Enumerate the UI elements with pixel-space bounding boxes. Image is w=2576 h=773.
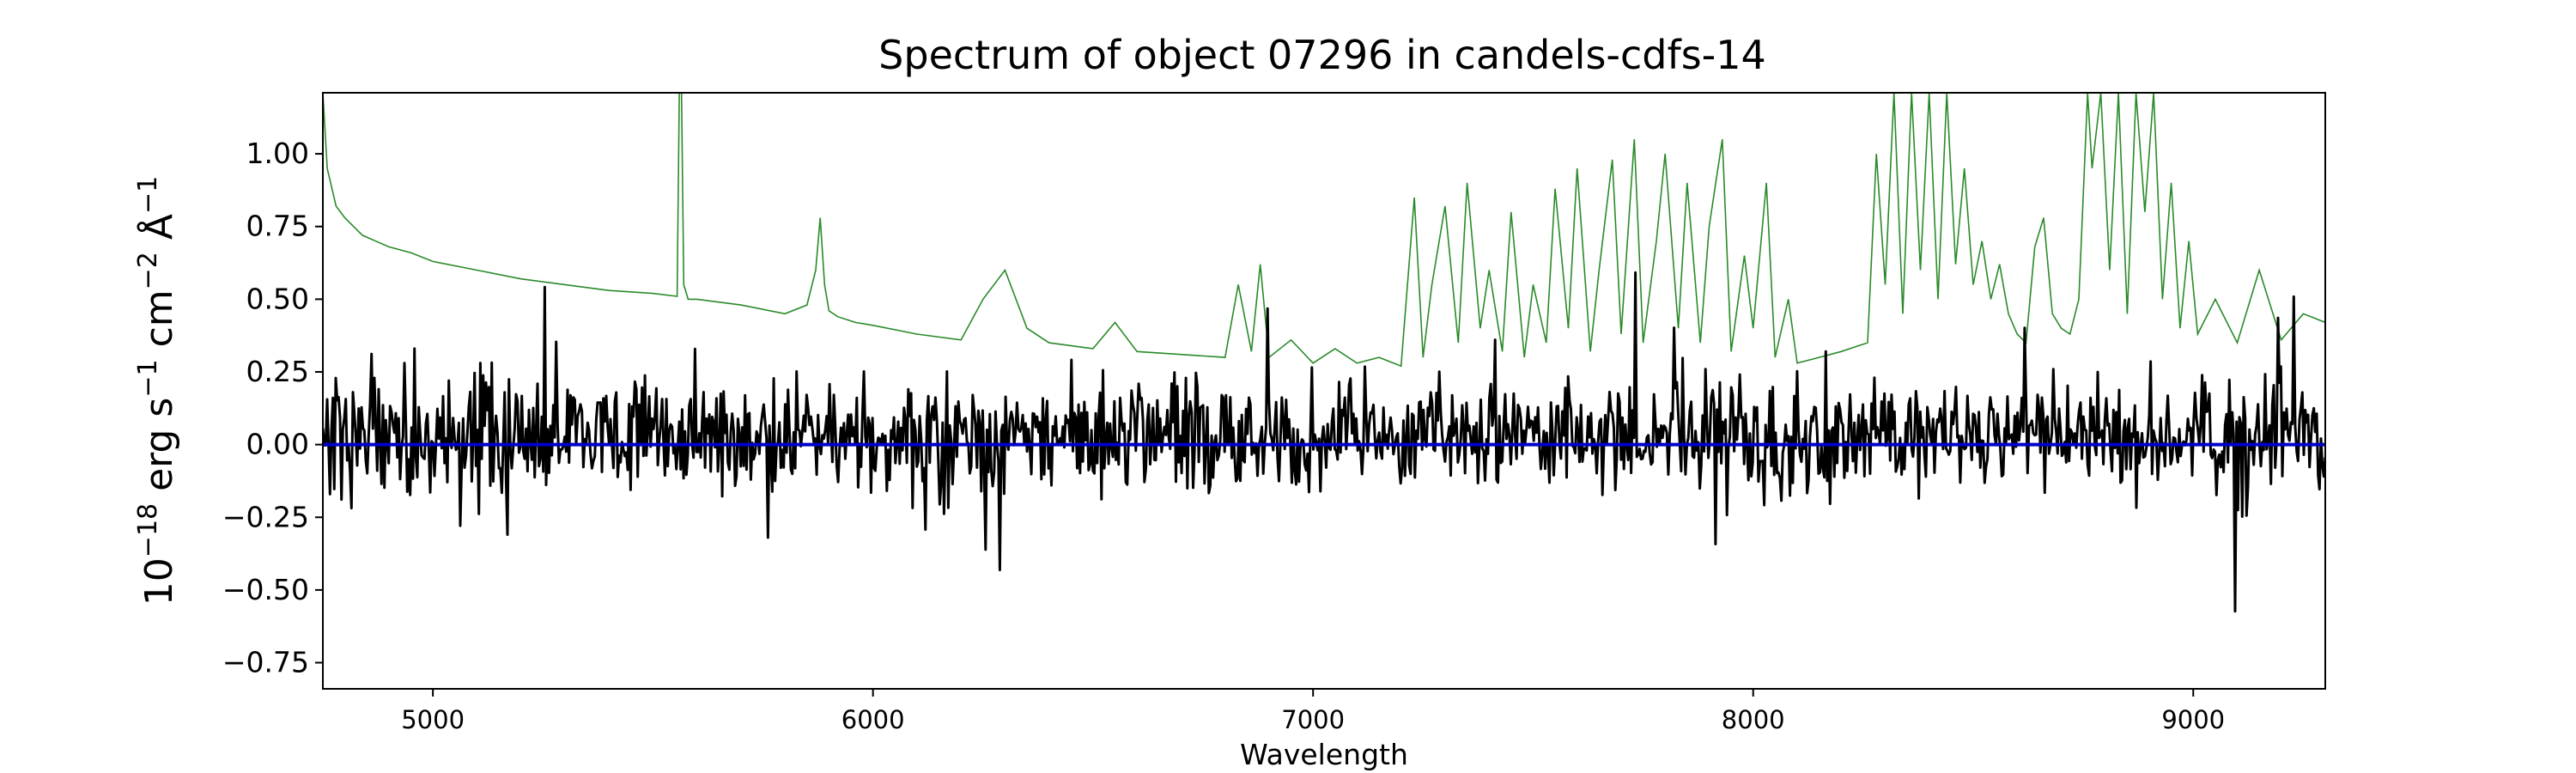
x-tick-label: 6000 (841, 705, 905, 734)
ylabel-base: 10 (137, 557, 181, 606)
chart-title: Spectrum of object 07296 in candels-cdfs… (878, 32, 1766, 78)
y-tick-label: 0.00 (246, 428, 309, 461)
ylabel-erg: erg s (137, 398, 181, 503)
y-tick-label: −0.25 (222, 500, 309, 533)
flux-series (323, 271, 2325, 613)
ylabel-exp1: −18 (133, 503, 163, 557)
y-tick-label: 0.50 (246, 282, 309, 315)
x-tick-label: 7000 (1281, 705, 1345, 734)
x-axis: 5000 6000 7000 8000 9000 (401, 689, 2225, 734)
ylabel-cm: cm (137, 289, 181, 359)
plot-frame (322, 92, 2326, 690)
y-axis-label: 10−18 erg s−1 cm−2 Å−1 (133, 176, 181, 606)
x-tick-label: 5000 (401, 705, 465, 734)
ylabel-exp2: −1 (133, 359, 163, 397)
ylabel-exp3: −2 (133, 252, 163, 289)
y-axis: 1.00 0.75 0.50 0.25 0.00 −0.25 −0.50 −0.75 (222, 137, 323, 679)
flux-line (323, 271, 2325, 613)
y-tick-label: 0.75 (246, 210, 309, 243)
x-tick-label: 9000 (2161, 705, 2225, 734)
y-tick-label: 0.25 (246, 355, 309, 388)
plot-area (322, 92, 2326, 690)
noise-series (323, 93, 2325, 368)
noise-line (323, 93, 2325, 368)
ylabel-ang: Å (136, 214, 181, 252)
y-tick-label: −0.75 (222, 646, 309, 679)
y-tick-label: 1.00 (246, 137, 309, 170)
ylabel-exp4: −1 (133, 176, 163, 214)
x-axis-label: Wavelength (1240, 738, 1408, 771)
x-tick-label: 8000 (1722, 705, 1785, 734)
y-tick-label: −0.50 (222, 573, 309, 606)
